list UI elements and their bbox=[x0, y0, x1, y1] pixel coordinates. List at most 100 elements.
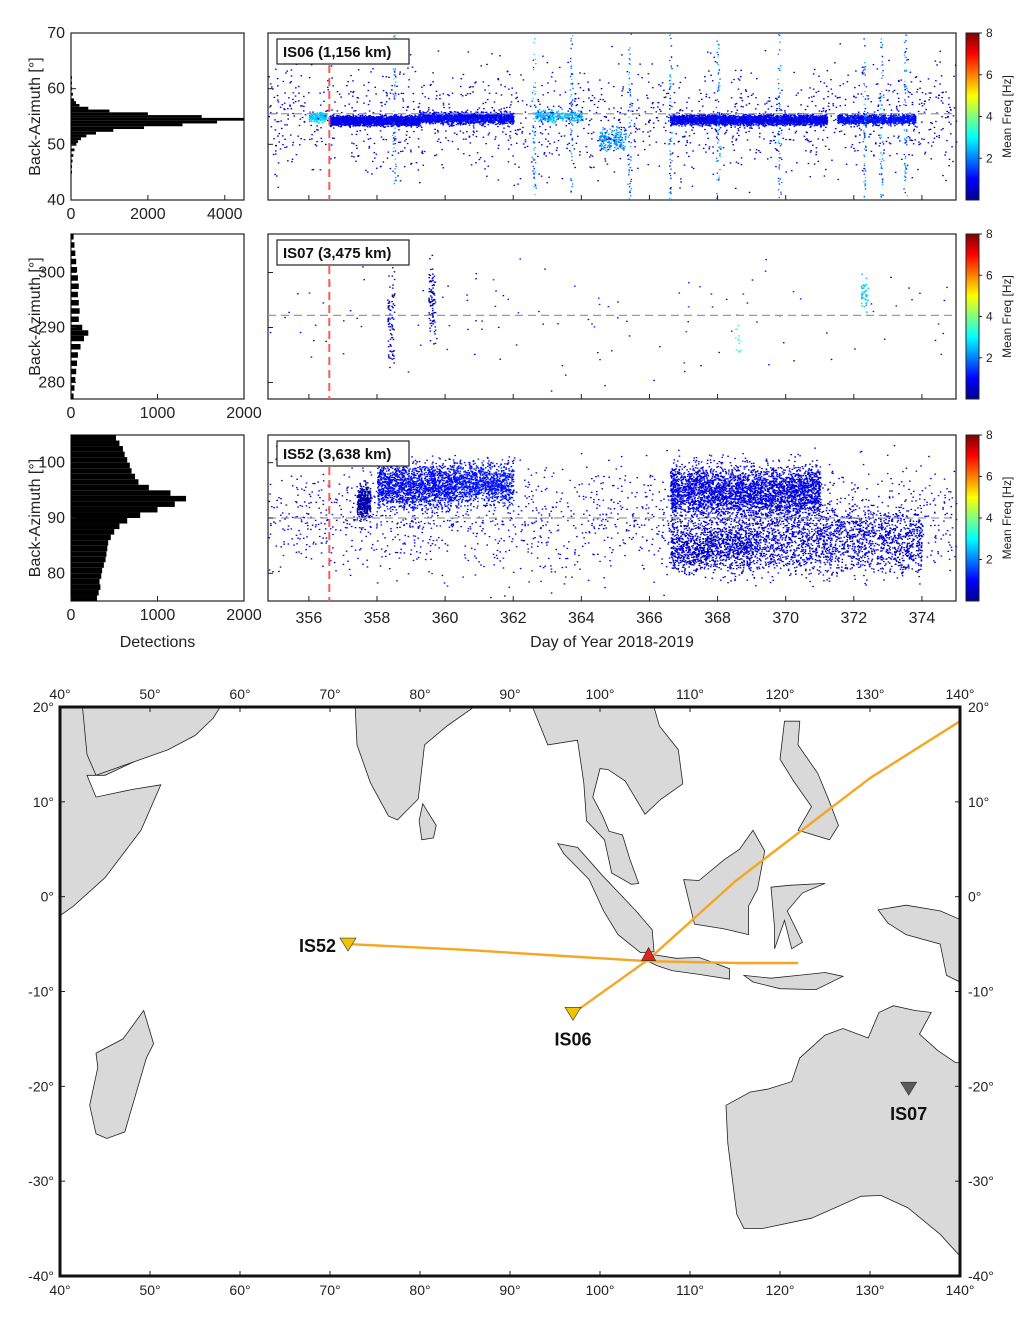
histogram-bar bbox=[71, 98, 74, 101]
histogram-bar bbox=[71, 251, 75, 257]
histogram-bar bbox=[71, 595, 97, 601]
detection-point bbox=[397, 123, 399, 124]
x-tick-label: 1000 bbox=[140, 405, 176, 422]
detection-point bbox=[428, 121, 430, 122]
detection-point bbox=[479, 115, 481, 116]
detection-point bbox=[405, 121, 407, 122]
detection-point bbox=[384, 124, 386, 125]
detection-point bbox=[311, 121, 313, 122]
histogram-bar bbox=[71, 317, 79, 323]
detection-point bbox=[408, 123, 410, 124]
detection-point bbox=[350, 123, 352, 124]
detection-point bbox=[359, 116, 361, 117]
y-tick-label: 40 bbox=[47, 192, 65, 209]
y-tick-label: 50 bbox=[47, 136, 65, 153]
y-axis-label: Back-Azimuth [°] bbox=[27, 459, 44, 577]
histogram-bar bbox=[71, 540, 108, 546]
detection-point bbox=[403, 120, 405, 121]
detection-point bbox=[385, 118, 387, 119]
detection-point bbox=[374, 120, 376, 121]
histogram-bar bbox=[71, 110, 109, 113]
detection-point bbox=[493, 116, 495, 117]
detection-point bbox=[448, 117, 450, 118]
x-tick-label: 0 bbox=[67, 206, 76, 223]
detection-point bbox=[332, 118, 334, 119]
detection-point bbox=[414, 115, 416, 116]
detection-point bbox=[324, 121, 326, 122]
detection-point bbox=[395, 118, 397, 119]
detection-point bbox=[344, 123, 346, 124]
detection-point bbox=[445, 114, 447, 115]
detection-point bbox=[309, 111, 311, 112]
detection-point bbox=[491, 122, 493, 123]
detection-point bbox=[414, 118, 416, 119]
detection-point bbox=[367, 123, 369, 124]
detection-point bbox=[512, 120, 514, 121]
detection-point bbox=[372, 122, 374, 123]
histogram-bar bbox=[71, 369, 76, 375]
histogram-bar bbox=[71, 485, 149, 491]
detection-point bbox=[482, 112, 484, 113]
detection-point bbox=[485, 112, 487, 113]
histogram-bar bbox=[71, 126, 144, 129]
detection-point bbox=[343, 115, 345, 116]
detection-point bbox=[451, 119, 453, 120]
detection-point bbox=[364, 121, 366, 122]
detection-point bbox=[470, 111, 472, 112]
detection-point bbox=[356, 121, 358, 122]
detection-point bbox=[512, 119, 514, 120]
detection-point bbox=[373, 125, 375, 126]
histogram-bar bbox=[71, 385, 74, 391]
detection-point bbox=[420, 125, 422, 126]
detection-point bbox=[370, 115, 372, 116]
histogram-bar bbox=[71, 468, 132, 474]
detection-point bbox=[355, 115, 357, 116]
detection-point bbox=[315, 116, 317, 117]
detection-point bbox=[502, 122, 504, 123]
detection-point bbox=[385, 121, 387, 122]
detection-point bbox=[473, 125, 475, 126]
histogram-bar bbox=[71, 435, 116, 441]
histogram-bar bbox=[71, 377, 75, 383]
detection-point bbox=[412, 116, 414, 117]
detection-point bbox=[459, 116, 461, 117]
detection-point bbox=[416, 127, 418, 128]
detection-point bbox=[500, 112, 502, 113]
histogram-bar bbox=[71, 452, 125, 458]
detection-point bbox=[340, 118, 342, 119]
detection-point bbox=[408, 124, 410, 125]
detection-point bbox=[371, 125, 373, 126]
detection-point bbox=[400, 123, 402, 124]
histogram-bar bbox=[71, 512, 140, 518]
detection-point bbox=[335, 124, 337, 125]
histogram-bar bbox=[71, 112, 148, 115]
detection-point bbox=[413, 121, 415, 122]
detection-point bbox=[403, 121, 405, 122]
histogram-bar bbox=[71, 121, 217, 124]
detection-point bbox=[466, 114, 468, 115]
histogram-bar bbox=[71, 557, 106, 563]
detection-point bbox=[322, 122, 324, 123]
histogram-bar bbox=[71, 242, 74, 248]
detection-point bbox=[336, 122, 338, 123]
detection-point bbox=[377, 122, 379, 123]
detection-point bbox=[511, 121, 513, 122]
detection-point bbox=[332, 124, 334, 125]
x-tick-label: 2000 bbox=[226, 405, 262, 422]
detection-point bbox=[309, 115, 311, 116]
detection-point bbox=[411, 122, 413, 123]
detection-point bbox=[497, 123, 499, 124]
detection-point bbox=[399, 125, 401, 126]
histogram-bar bbox=[71, 259, 76, 265]
histogram-bar bbox=[71, 115, 202, 118]
y-axis-label: Back-Azimuth [°] bbox=[27, 257, 44, 375]
detection-point bbox=[463, 121, 465, 122]
histogram-bar bbox=[71, 107, 88, 110]
detection-point bbox=[340, 122, 342, 123]
detection-point bbox=[338, 123, 340, 124]
detection-point bbox=[330, 115, 332, 116]
detection-point bbox=[446, 123, 448, 124]
detection-point bbox=[350, 121, 352, 122]
detection-point bbox=[485, 114, 487, 115]
histogram-bar bbox=[71, 118, 244, 121]
